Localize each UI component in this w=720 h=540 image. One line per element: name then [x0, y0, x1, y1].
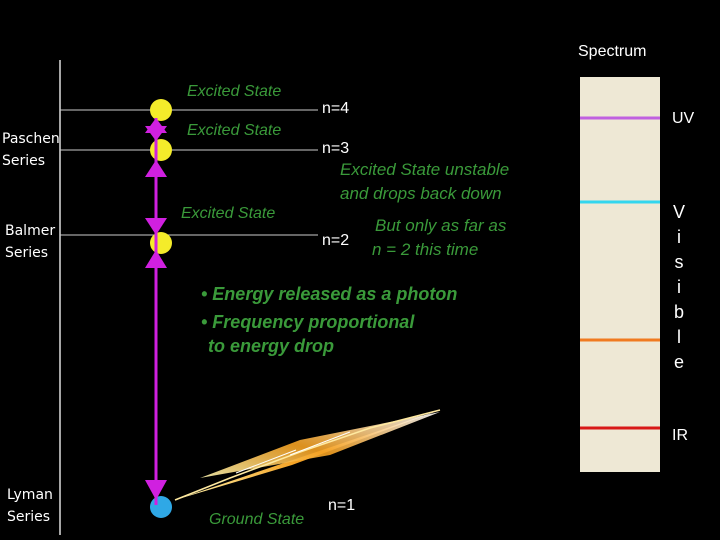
n2-label: n=2	[322, 232, 350, 249]
n3-label: n=3	[322, 140, 350, 157]
paschen-series-label: Paschen Series	[2, 131, 60, 169]
arrow-up-n2	[145, 250, 167, 268]
arrow-up-n3	[145, 160, 167, 177]
arrow-down-n3	[145, 126, 167, 141]
balmer-series-label: Balmer Series	[5, 223, 56, 261]
electron-n2	[150, 232, 172, 254]
excited-state-n2-label: Excited State	[181, 205, 276, 222]
ground-state-label: Ground State	[209, 511, 305, 528]
n1-label: n=1	[328, 497, 356, 514]
ir-label: IR	[672, 427, 688, 444]
electron-ground	[150, 496, 172, 518]
only-as-far-note: But only as far as n = 2 this time	[372, 216, 507, 259]
n4-label: n=4	[322, 100, 350, 117]
visible-letter: s	[674, 252, 684, 272]
visible-letter: b	[673, 302, 684, 322]
unstable-note: Excited State unstable and drops back do…	[340, 160, 510, 203]
arrow-down-ground	[145, 480, 167, 500]
bullet-frequency: • Frequency proportional	[201, 312, 415, 332]
photon-wave	[174, 409, 441, 501]
electron-n3	[150, 139, 172, 161]
visible-label: V i s i b l e	[669, 200, 689, 375]
visible-letter: e	[673, 352, 684, 372]
arrow-down-n2	[145, 218, 167, 235]
bullet-frequency-cont: to energy drop	[208, 336, 335, 356]
visible-letter: i	[677, 277, 681, 297]
bullet-energy: • Energy released as a photon	[201, 284, 458, 304]
visible-letter: l	[677, 327, 681, 347]
visible-letter: V	[672, 202, 685, 222]
visible-letter: i	[677, 227, 681, 247]
spectrum-title: Spectrum	[578, 43, 647, 60]
excited-state-n4-label: Excited State	[187, 83, 282, 100]
photon-bullets: • Energy released as a photon • Frequenc…	[201, 280, 457, 360]
spectrum-panel	[580, 77, 660, 472]
uv-label: UV	[672, 110, 695, 127]
lyman-series-label: Lyman Series	[7, 487, 53, 525]
electron-n4	[150, 99, 172, 121]
excited-state-n3-label: Excited State	[187, 122, 282, 139]
